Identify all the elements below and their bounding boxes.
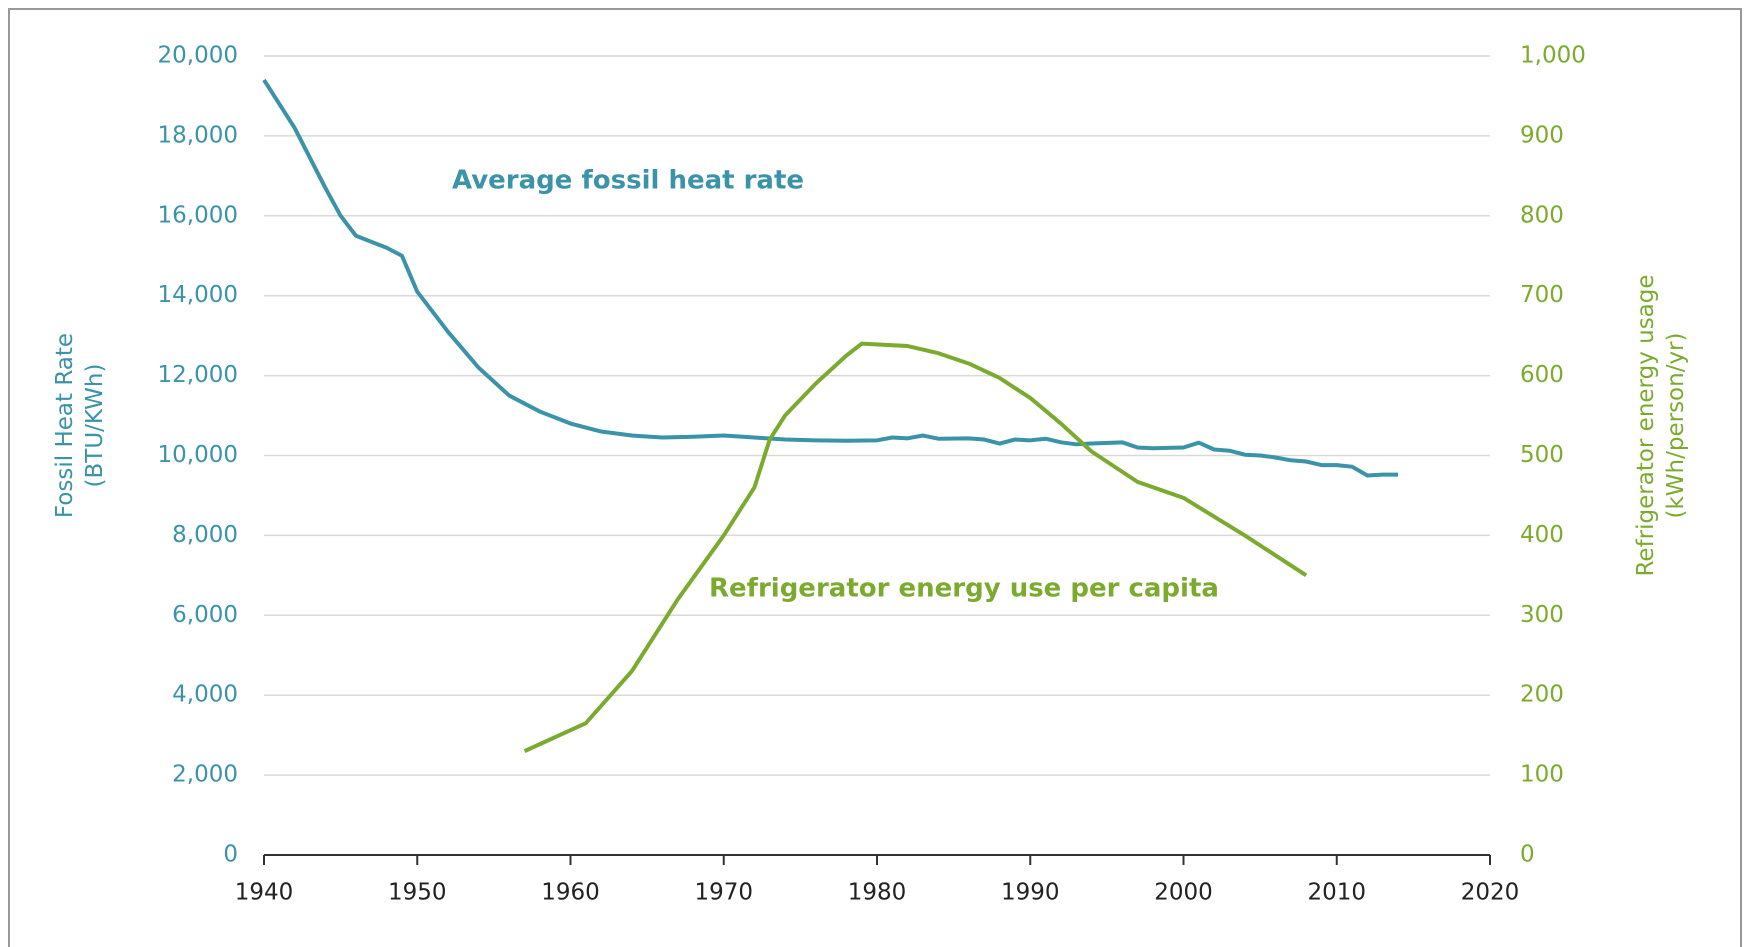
y2-tick-label: 700 bbox=[1520, 282, 1564, 308]
series-label: Average fossil heat rate bbox=[452, 166, 804, 196]
x-tick-label: 1980 bbox=[848, 880, 907, 906]
y-tick-label: 4,000 bbox=[172, 682, 238, 708]
y2-tick-label: 200 bbox=[1520, 682, 1564, 708]
y-tick-label: 14,000 bbox=[158, 282, 238, 308]
y2-tick-label: 400 bbox=[1520, 522, 1564, 548]
axis-label: Fossil Heat Rate (BTU/KWh) bbox=[52, 333, 108, 518]
y-tick-label: 16,000 bbox=[158, 202, 238, 228]
x-tick-label: 1940 bbox=[235, 880, 294, 906]
x-tick-label: 1970 bbox=[694, 880, 753, 906]
axis-label-line: Fossil Heat Rate bbox=[52, 333, 78, 518]
y2-tick-label: 100 bbox=[1520, 762, 1564, 788]
y-tick-label: 10,000 bbox=[158, 442, 238, 468]
y2-tick-label: 600 bbox=[1520, 362, 1564, 388]
y2-tick-label: 0 bbox=[1520, 842, 1535, 868]
y-tick-label: 8,000 bbox=[172, 522, 238, 548]
y-tick-label: 12,000 bbox=[158, 362, 238, 388]
axis-label: Refrigerator energy usage (kWh/person/yr) bbox=[1633, 274, 1689, 576]
axis-label-line: Refrigerator energy usage bbox=[1633, 274, 1659, 576]
y-tick-label: 2,000 bbox=[172, 762, 238, 788]
y2-tick-label: 300 bbox=[1520, 602, 1564, 628]
y2-tick-label: 500 bbox=[1520, 442, 1564, 468]
axis-label-line: (BTU/KWh) bbox=[82, 364, 108, 488]
y2-tick-label: 900 bbox=[1520, 122, 1564, 148]
y2-tick-label: 800 bbox=[1520, 202, 1564, 228]
series-label: Refrigerator energy use per capita bbox=[709, 574, 1219, 604]
series-line bbox=[262, 78, 1399, 478]
y-tick-label: 0 bbox=[223, 842, 238, 868]
x-tick-label: 1990 bbox=[1001, 880, 1060, 906]
x-tick-label: 2010 bbox=[1307, 880, 1366, 906]
y-tick-label: 20,000 bbox=[158, 43, 238, 69]
y2-tick-label: 1,000 bbox=[1520, 43, 1586, 69]
x-tick-label: 2000 bbox=[1154, 880, 1213, 906]
x-tick-label: 2020 bbox=[1461, 880, 1520, 906]
x-tick-label: 1950 bbox=[388, 880, 447, 906]
y-tick-label: 18,000 bbox=[158, 122, 238, 148]
series-line bbox=[523, 341, 1308, 753]
y-tick-label: 6,000 bbox=[172, 602, 238, 628]
x-tick-label: 1960 bbox=[541, 880, 600, 906]
frame bbox=[8, 8, 1742, 947]
axis-label-line: (kWh/person/yr) bbox=[1663, 333, 1689, 519]
